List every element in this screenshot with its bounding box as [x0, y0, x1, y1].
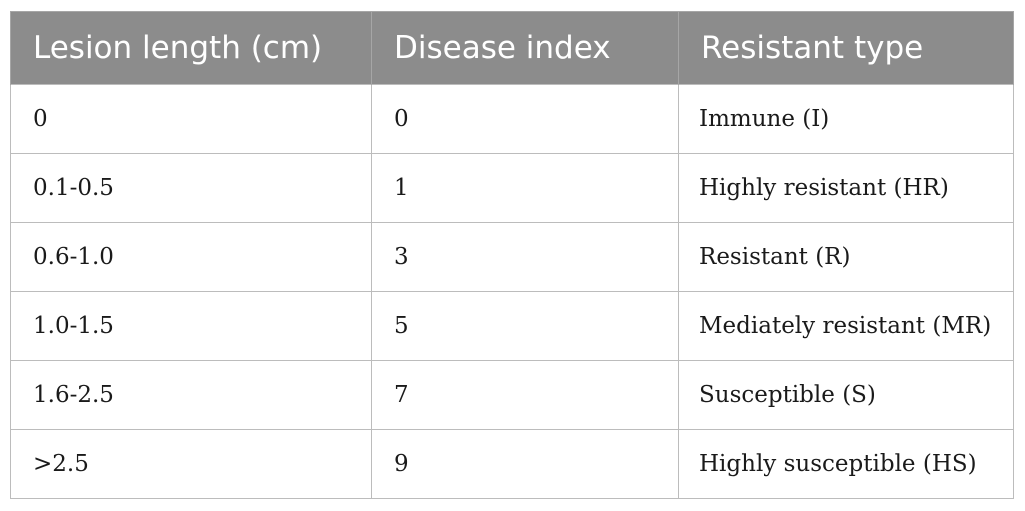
- data-table-container: Lesion length (cm) Disease index Resista…: [10, 11, 1014, 499]
- table-header-row: Lesion length (cm) Disease index Resista…: [10, 11, 1014, 85]
- cell-resistant-type: Highly susceptible (HS): [678, 429, 1014, 499]
- data-table: Lesion length (cm) Disease index Resista…: [10, 11, 1014, 499]
- cell-disease-index: 7: [371, 360, 679, 430]
- column-header-resistant-type: Resistant type: [678, 11, 1014, 85]
- cell-lesion-length: 1.0-1.5: [10, 291, 372, 361]
- cell-lesion-length: 0.1-0.5: [10, 153, 372, 223]
- column-header-disease-index: Disease index: [371, 11, 679, 85]
- cell-lesion-length: 1.6-2.5: [10, 360, 372, 430]
- table-row: 0.1-0.5 1 Highly resistant (HR): [10, 153, 1014, 223]
- cell-disease-index: 1: [371, 153, 679, 223]
- cell-resistant-type: Mediately resistant (MR): [678, 291, 1014, 361]
- cell-lesion-length: 0: [10, 84, 372, 154]
- table-row: 1.0-1.5 5 Mediately resistant (MR): [10, 291, 1014, 361]
- cell-resistant-type: Susceptible (S): [678, 360, 1014, 430]
- cell-disease-index: 9: [371, 429, 679, 499]
- cell-lesion-length: 0.6-1.0: [10, 222, 372, 292]
- cell-resistant-type: Resistant (R): [678, 222, 1014, 292]
- table-row: 0.6-1.0 3 Resistant (R): [10, 222, 1014, 292]
- cell-disease-index: 5: [371, 291, 679, 361]
- cell-lesion-length: >2.5: [10, 429, 372, 499]
- cell-resistant-type: Immune (I): [678, 84, 1014, 154]
- cell-disease-index: 3: [371, 222, 679, 292]
- table-row: 1.6-2.5 7 Susceptible (S): [10, 360, 1014, 430]
- table-row: 0 0 Immune (I): [10, 84, 1014, 154]
- column-header-lesion-length: Lesion length (cm): [10, 11, 372, 85]
- cell-resistant-type: Highly resistant (HR): [678, 153, 1014, 223]
- table-row: >2.5 9 Highly susceptible (HS): [10, 429, 1014, 499]
- cell-disease-index: 0: [371, 84, 679, 154]
